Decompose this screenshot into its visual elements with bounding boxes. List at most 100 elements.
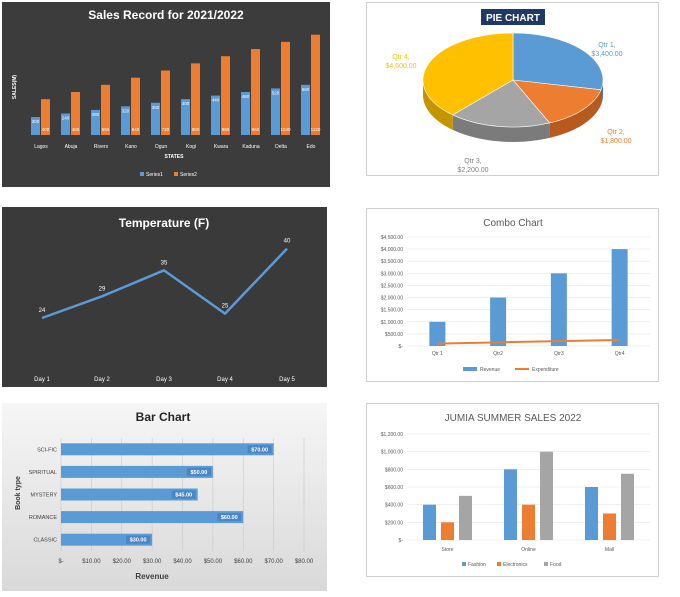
pie-value-label: $4,600.00: [385, 63, 416, 70]
combo-x-tick-label: Qtr3: [554, 351, 564, 357]
combo-revenue-bar: [490, 297, 507, 346]
jumia-bar: [603, 513, 616, 540]
sales-bar: [41, 99, 50, 135]
book-data-label-box: [217, 513, 242, 522]
sales-bar: [161, 70, 170, 135]
sales-data-label: 560: [102, 127, 110, 132]
combo-legend-swatch: [463, 367, 477, 371]
sales-legend-swatch: [174, 172, 178, 176]
sales-data-label: 480: [72, 127, 80, 132]
jumia-bar: [522, 504, 535, 540]
book-chart-title: Bar Chart: [136, 410, 191, 424]
sales-bar: [301, 84, 310, 135]
pie-chart: PIE CHART Qtr 1, $3,400.00 Qtr 2, $1,800.00…: [385, 9, 632, 174]
sales-bar: [71, 92, 80, 135]
jumia-chart-panel: JUMIA SUMMER SALES 2022 $- $200.00 $400.00…: [366, 403, 659, 577]
book-chart-xlabel: Revenue: [135, 572, 169, 581]
book-y-tick-label: ROMANCE: [29, 515, 57, 521]
combo-x-tick-label: Qtr2: [493, 351, 503, 357]
combo-y-tick-label: $4,500.00: [381, 235, 403, 241]
jumia-y-tick-label: $800.00: [385, 467, 403, 473]
sales-data-label: 440: [212, 98, 220, 103]
sales-bar: [221, 56, 230, 135]
jumia-x-tick-label: Online: [521, 547, 536, 553]
pie-category-label: Qtr 3,: [464, 158, 482, 165]
sales-x-tick-label: Kano: [125, 144, 137, 150]
book-data-label-box: [186, 467, 211, 476]
jumia-y-tick-label: $400.00: [385, 503, 403, 509]
combo-y-tick-label: $500.00: [385, 332, 403, 338]
pie-chart-title: PIE CHART: [486, 13, 540, 24]
book-y-tick-label: SPIRITUAL: [29, 470, 57, 476]
book-bar-chart-panel: Bar Chart Book type Revenue $- $10.00 $20.…: [2, 403, 327, 591]
pie-category-label: Qtr 2,: [607, 129, 625, 136]
jumia-legend-swatch: [544, 562, 548, 566]
temperature-x-tick-label: Day 3: [156, 377, 172, 383]
sales-data-label: 560: [302, 87, 310, 92]
jumia-legend-swatch: [497, 562, 501, 566]
book-data-label: $45.00: [175, 493, 192, 499]
combo-x-tick-label: Qtr 1: [432, 351, 443, 357]
jumia-y-tick-label: $600.00: [385, 485, 403, 491]
combo-revenue-bar: [611, 249, 628, 346]
sales-bar: [61, 113, 70, 135]
book-x-tick-label: $40.00: [173, 559, 192, 565]
combo-y-tick-label: $2,000.00: [381, 296, 403, 302]
pie-slice-side: [423, 80, 453, 130]
combo-chart-panel: Combo Chart $- $500.00 $1,000.00 $1,500.00 $…: [366, 208, 659, 382]
pie-value-label: $1,800.00: [600, 138, 631, 145]
jumia-legend-label: Fashion: [468, 562, 486, 568]
temperature-chart-title: Temperature (F): [119, 216, 209, 230]
sales-legend-swatch: [140, 172, 144, 176]
sales-data-label: 960: [252, 127, 260, 132]
sales-chart-title: Sales Record for 2021/2022: [88, 8, 244, 22]
sales-data-label: 480: [242, 94, 250, 99]
jumia-x-tick-label: Store: [442, 547, 454, 553]
combo-y-tick-label: $4,000.00: [381, 247, 403, 253]
book-y-tick-label: SCI-FIC: [37, 447, 57, 453]
temperature-x-tick-label: Day 5: [279, 377, 295, 383]
sales-bar: [131, 77, 140, 135]
sales-data-label: 400: [42, 127, 50, 132]
combo-revenue-bar: [550, 273, 567, 346]
pie-slice: [422, 32, 514, 116]
combo-y-tick-label: $-: [399, 344, 404, 350]
sales-x-tick-label: Kwara: [214, 144, 228, 150]
pie-slice: [512, 32, 604, 91]
jumia-bar: [540, 451, 553, 540]
book-data-label: $70.00: [251, 447, 268, 453]
combo-expenditure-line: [437, 338, 620, 345]
sales-bar: [311, 34, 320, 135]
book-x-tick-label: $20.00: [113, 559, 132, 565]
combo-legend-label: Expenditure: [532, 367, 559, 373]
sales-bar: [151, 102, 160, 135]
jumia-legend-label: Food: [550, 562, 562, 568]
sales-data-label: 280: [92, 112, 100, 117]
jumia-y-tick-label: $1,200.00: [381, 432, 403, 438]
sales-bar: [211, 95, 220, 135]
sales-data-label: 200: [32, 119, 40, 124]
sales-bar: [121, 106, 130, 135]
combo-y-tick-label: $3,000.00: [381, 271, 403, 277]
book-y-tick-label: MYSTERY: [31, 493, 58, 499]
book-x-tick-label: $-: [58, 559, 63, 565]
temperature-data-label: 24: [39, 308, 46, 314]
sales-bar: [91, 109, 100, 135]
pie-category-label: Qtr 1,: [598, 42, 616, 49]
book-data-label: $50.00: [190, 470, 207, 476]
sales-legend-label: Series1: [146, 172, 163, 178]
jumia-bar: [441, 522, 454, 540]
jumia-chart-title: JUMIA SUMMER SALES 2022: [445, 413, 582, 424]
combo-y-tick-label: $3,500.00: [381, 259, 403, 265]
sales-data-label: 880: [222, 127, 230, 132]
combo-y-tick-label: $2,500.00: [381, 283, 403, 289]
book-bar: [61, 511, 244, 524]
book-bar: [61, 488, 198, 501]
combo-revenue-bar: [429, 321, 446, 346]
sales-bar: [181, 99, 190, 135]
pie-category-label: Qtr 4,: [392, 54, 410, 61]
pie-value-label: $2,200.00: [457, 167, 488, 174]
pie-chart-title-box: [481, 9, 545, 25]
sales-x-tick-label: Rivers: [94, 144, 109, 150]
sales-bar: [251, 49, 260, 135]
